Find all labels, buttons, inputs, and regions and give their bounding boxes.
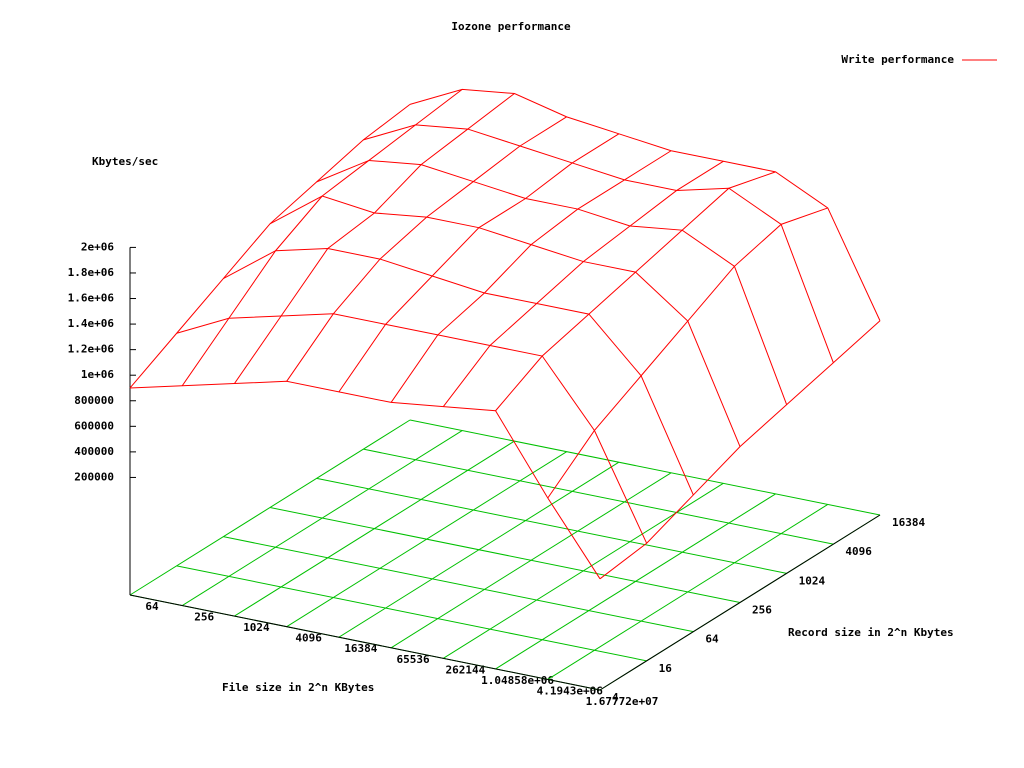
x-tick-label: 1024 (243, 621, 270, 634)
y-tick-label: 4 (612, 691, 619, 704)
z-axis-label: Kbytes/sec (92, 155, 158, 168)
surface-row (223, 248, 694, 496)
axis-line (599, 514, 881, 691)
chart-title: Iozone performance (451, 20, 571, 33)
z-tick-label: 1.6e+06 (68, 292, 115, 305)
z-tick-label: 600000 (74, 419, 114, 432)
surface-column (390, 150, 672, 403)
surface-row (129, 380, 601, 580)
grid-line (316, 477, 787, 574)
surface-row (363, 124, 834, 363)
y-axis-label: Record size in 2^n Kbytes (788, 626, 954, 639)
surface-column (599, 320, 881, 580)
surface-row (409, 88, 881, 321)
grid-line (363, 448, 834, 545)
surface-column (234, 93, 515, 384)
x-tick-label: 65536 (397, 653, 430, 666)
y-tick-label: 16384 (892, 516, 925, 529)
surface-row (176, 313, 648, 544)
surface-column (495, 171, 776, 412)
y-tick-label: 64 (705, 633, 719, 646)
y-tick-label: 4096 (845, 545, 872, 558)
z-tick-label: 1e+06 (81, 368, 114, 381)
surface-column (547, 207, 828, 499)
x-tick-label: 64 (145, 600, 159, 613)
x-tick-label: 16384 (344, 642, 377, 655)
z-tick-label: 1.2e+06 (68, 343, 115, 356)
z-tick-label: 2e+06 (81, 240, 114, 253)
surface-row (316, 159, 788, 405)
grid-line (176, 565, 647, 662)
surface-column (442, 160, 724, 407)
legend-label: Write performance (841, 53, 954, 66)
x-tick-label: 256 (194, 611, 214, 624)
axis-line (129, 594, 601, 691)
surface-row (269, 195, 741, 447)
surface-column (286, 116, 567, 382)
z-tick-label: 800000 (74, 394, 114, 407)
grid-line (269, 507, 741, 603)
z-tick-label: 200000 (74, 470, 114, 483)
z-tick-label: 1.4e+06 (68, 317, 115, 330)
y-tick-label: 256 (752, 604, 772, 617)
y-tick-label: 16 (659, 662, 673, 675)
z-tick-label: 400000 (74, 445, 114, 458)
x-tick-label: 1.67772e+07 (586, 695, 659, 708)
x-tick-label: 262144 (445, 663, 485, 676)
surface-column (129, 103, 411, 389)
surface-column (338, 133, 620, 393)
y-tick-label: 1024 (799, 574, 826, 587)
z-tick-label: 1.8e+06 (68, 266, 115, 279)
grid-line (223, 536, 694, 633)
x-tick-label: 4096 (295, 632, 322, 645)
x-axis-label: File size in 2^n KBytes (222, 681, 374, 694)
surface-column (181, 88, 463, 387)
grid-line (409, 419, 881, 516)
